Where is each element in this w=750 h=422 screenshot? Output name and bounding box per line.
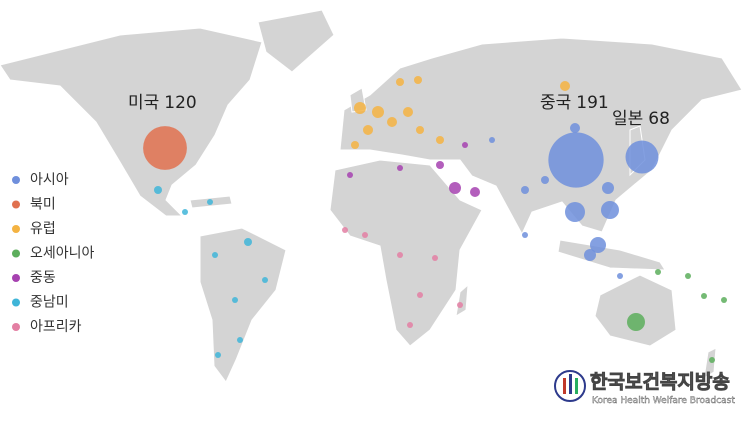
dot [602,182,614,194]
legend-swatch [12,323,20,331]
dot [396,78,404,86]
callout-value: 120 [164,93,196,113]
dot [701,293,707,299]
dot [721,297,727,303]
legend-label: 오세아니아 [30,246,95,262]
dot [470,187,480,197]
dot [362,232,368,238]
dot [627,313,645,331]
africa [329,159,483,347]
dot [449,182,461,194]
dot [347,172,353,178]
dot [372,106,384,118]
legend-label: 중남미 [30,295,69,311]
dot [521,186,529,194]
dot [262,277,268,283]
dot [522,232,528,238]
dot [436,161,444,169]
dot [342,227,348,233]
legend-label: 유럽 [30,221,56,237]
dot [215,352,221,358]
callout-name: 일본 [612,109,643,129]
legend-label: 아프리카 [30,319,82,335]
dot [407,322,413,328]
australia [594,274,677,347]
madagascar [455,283,469,317]
watermark-subtitle: Korea Health Welfare Broadcast [592,396,735,406]
dot [457,302,463,308]
legend-swatch [12,176,20,184]
legend-swatch [12,249,20,258]
dot [237,337,243,343]
dot [232,297,238,303]
callout-name: 미국 [128,93,159,113]
greenland [257,9,335,73]
eurasia [339,37,743,236]
callout-label: 일본 68 [612,109,670,129]
dot [414,76,422,84]
dot [601,201,619,219]
logo-part [569,374,572,394]
legend-swatch [12,298,20,307]
dot [541,176,549,184]
indonesia [557,239,666,271]
dot [387,117,397,127]
dot [436,136,444,144]
watermark: 한국보건복지방송 Korea Health Welfare Broadcast [554,370,736,406]
dot [462,142,468,148]
new-zealand [703,347,717,379]
logo-part [575,378,578,394]
bubble [143,126,187,170]
dot [489,137,495,143]
dot [565,202,585,222]
legend-label: 중동 [30,270,56,286]
legend-label: 아시아 [30,172,69,188]
dot [212,252,218,258]
dot [403,107,413,117]
bubble [625,140,659,174]
dot [590,237,606,253]
north-america [0,27,263,217]
dot [655,269,661,275]
dot [397,252,403,258]
callout-value: 68 [648,109,670,129]
dot [417,292,423,298]
dot [244,238,252,246]
dot [154,186,162,194]
logo-part [563,378,566,394]
legend-label: 북미 [30,197,56,213]
dot [560,81,570,91]
dot [685,273,691,279]
bubble [548,132,604,188]
callout-name: 중국 [540,93,571,113]
dot [416,126,424,134]
dot [397,165,403,171]
dot [351,141,359,149]
dot [584,249,596,261]
land [0,9,743,383]
dot [570,123,580,133]
dot [363,125,373,135]
callout-label: 미국 120 [128,93,197,113]
legend-swatch [12,274,20,282]
dot [709,357,715,363]
dot [617,273,623,279]
callout-label: 중국 191 [540,93,609,113]
south-america [199,227,287,383]
callout-value: 191 [576,93,608,113]
legend-swatch [12,200,20,209]
dot [354,102,366,114]
dot [182,209,188,215]
dot [432,255,438,261]
legend-swatch [12,225,20,233]
watermark-title: 한국보건복지방송 [590,371,730,393]
country-dots [154,76,727,363]
dot [207,199,213,205]
